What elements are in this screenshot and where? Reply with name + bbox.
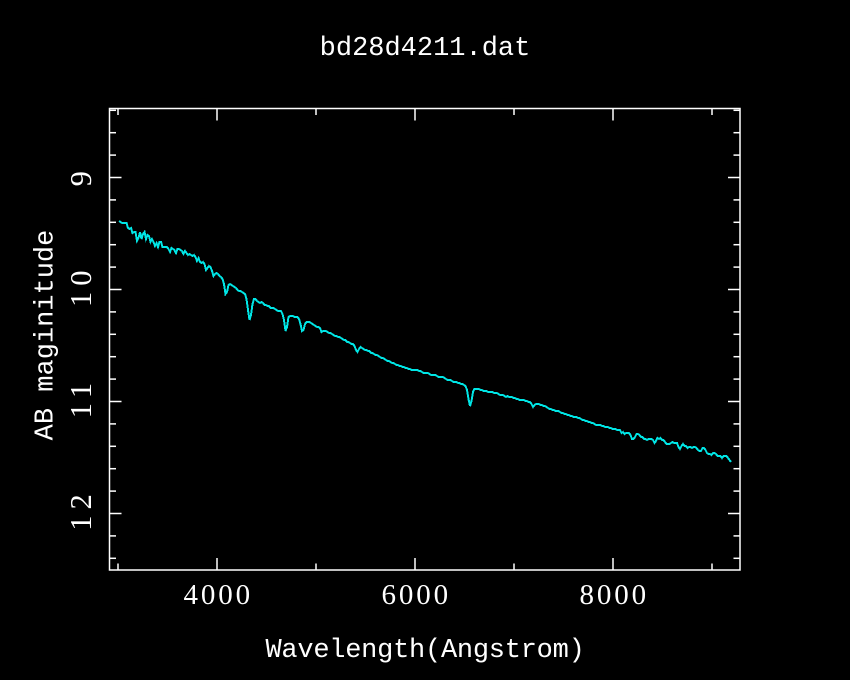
svg-text:4000: 4000 <box>183 579 253 611</box>
svg-text:12: 12 <box>64 488 98 531</box>
svg-text:Wavelength(Angstrom): Wavelength(Angstrom) <box>265 636 584 666</box>
svg-text:9: 9 <box>64 165 98 186</box>
svg-text:AB maginitude: AB maginitude <box>31 230 61 441</box>
svg-text:10: 10 <box>64 264 98 307</box>
svg-text:bd28d4211.dat: bd28d4211.dat <box>320 34 531 64</box>
svg-text:11: 11 <box>64 377 98 418</box>
svg-text:6000: 6000 <box>381 579 451 611</box>
svg-text:8000: 8000 <box>579 579 649 611</box>
